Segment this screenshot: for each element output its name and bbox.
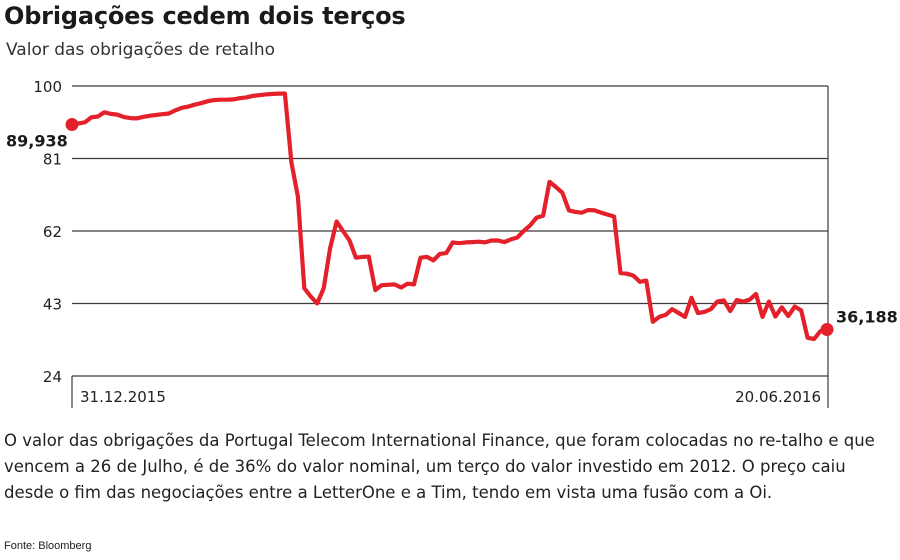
chart-title: Obrigações cedem dois terços — [4, 2, 406, 30]
value-labels: 31.12.2015 20.06.2016 89,938 36,188 — [6, 132, 898, 406]
line-chart: 24 43 62 81 100 31.12.2015 20.06.2016 89,938 36… — [6, 78, 898, 408]
chart-caption: O valor das obrigações da Portugal Telec… — [4, 431, 875, 502]
series-line — [69, 91, 830, 342]
start-point-marker — [65, 118, 79, 132]
y-tick-label: 81 — [43, 151, 62, 169]
plot-frame — [71, 86, 829, 408]
chart-subtitle: Valor das obrigações de retalho — [6, 40, 276, 60]
x-end-label: 20.06.2016 — [735, 388, 821, 406]
start-value-label: 89,938 — [6, 132, 68, 151]
y-tick-label: 24 — [43, 368, 62, 386]
y-tick-label: 62 — [43, 223, 62, 241]
source-note: Fonte: Bloomberg — [4, 540, 92, 552]
x-start-label: 31.12.2015 — [80, 388, 166, 406]
end-value-label: 36,188 — [836, 307, 898, 326]
y-tick-label: 43 — [43, 296, 62, 314]
gridlines — [72, 85, 828, 305]
y-tick-label: 100 — [33, 78, 62, 96]
y-axis-ticks: 24 43 62 81 100 — [33, 78, 62, 386]
end-point-marker — [820, 322, 834, 336]
series-group — [65, 91, 834, 342]
